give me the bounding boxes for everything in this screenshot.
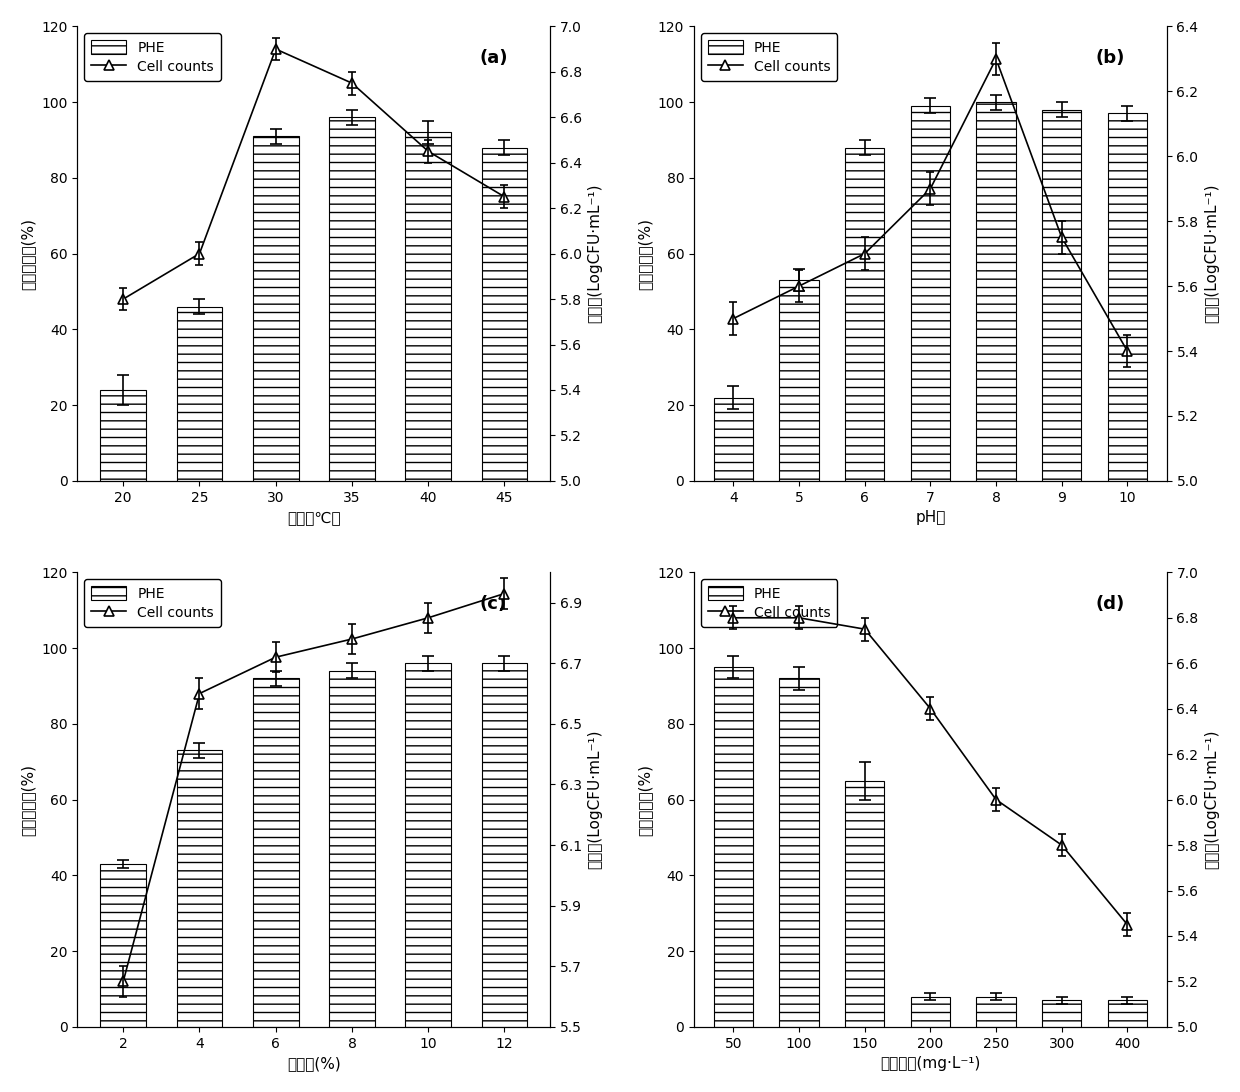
Bar bbox=[1042, 1000, 1081, 1026]
Text: (d): (d) bbox=[1095, 595, 1125, 613]
Legend: PHE, Cell counts: PHE, Cell counts bbox=[701, 33, 837, 81]
Legend: PHE, Cell counts: PHE, Cell counts bbox=[701, 579, 837, 627]
X-axis label: 温度（℃）: 温度（℃） bbox=[286, 510, 341, 525]
Text: (a): (a) bbox=[479, 49, 507, 67]
Text: (c): (c) bbox=[480, 595, 507, 613]
Bar bbox=[714, 397, 753, 480]
Bar bbox=[780, 281, 818, 480]
Bar bbox=[910, 997, 950, 1026]
Bar bbox=[1042, 109, 1081, 480]
Bar bbox=[329, 670, 374, 1026]
Bar bbox=[1107, 114, 1147, 480]
Legend: PHE, Cell counts: PHE, Cell counts bbox=[84, 33, 221, 81]
Y-axis label: 菌落数(LogCFU·mL⁻¹): 菌落数(LogCFU·mL⁻¹) bbox=[588, 183, 603, 323]
Bar bbox=[844, 781, 884, 1026]
Y-axis label: 菌落数(LogCFU·mL⁻¹): 菌落数(LogCFU·mL⁻¹) bbox=[1204, 729, 1219, 869]
Bar bbox=[910, 106, 950, 480]
Bar bbox=[176, 750, 222, 1026]
Bar bbox=[176, 307, 222, 480]
Y-axis label: 菲的降解率(%): 菲的降解率(%) bbox=[21, 217, 36, 289]
Bar bbox=[405, 663, 451, 1026]
Y-axis label: 菲的降解率(%): 菲的降解率(%) bbox=[21, 763, 36, 835]
Bar bbox=[976, 997, 1016, 1026]
Bar bbox=[100, 864, 146, 1026]
Bar bbox=[481, 663, 527, 1026]
Y-axis label: 菌落数(LogCFU·mL⁻¹): 菌落数(LogCFU·mL⁻¹) bbox=[1204, 183, 1219, 323]
Bar bbox=[780, 678, 818, 1026]
Bar bbox=[844, 147, 884, 480]
Text: (b): (b) bbox=[1095, 49, 1125, 67]
X-axis label: 接菌量(%): 接菌量(%) bbox=[286, 1056, 341, 1071]
X-axis label: pH値: pH値 bbox=[915, 510, 946, 525]
Bar bbox=[976, 102, 1016, 480]
Bar bbox=[100, 390, 146, 480]
Bar bbox=[481, 147, 527, 480]
Legend: PHE, Cell counts: PHE, Cell counts bbox=[84, 579, 221, 627]
Y-axis label: 菌落数(LogCFU·mL⁻¹): 菌落数(LogCFU·mL⁻¹) bbox=[588, 729, 603, 869]
Y-axis label: 菲的降解率(%): 菲的降解率(%) bbox=[637, 217, 652, 289]
Bar bbox=[405, 132, 451, 480]
Bar bbox=[329, 117, 374, 480]
X-axis label: 菲的浓度(mg·L⁻¹): 菲的浓度(mg·L⁻¹) bbox=[880, 1056, 981, 1071]
Bar bbox=[253, 678, 299, 1026]
Bar bbox=[253, 136, 299, 480]
Bar bbox=[714, 667, 753, 1026]
Y-axis label: 菲的降解率(%): 菲的降解率(%) bbox=[637, 763, 652, 835]
Bar bbox=[1107, 1000, 1147, 1026]
